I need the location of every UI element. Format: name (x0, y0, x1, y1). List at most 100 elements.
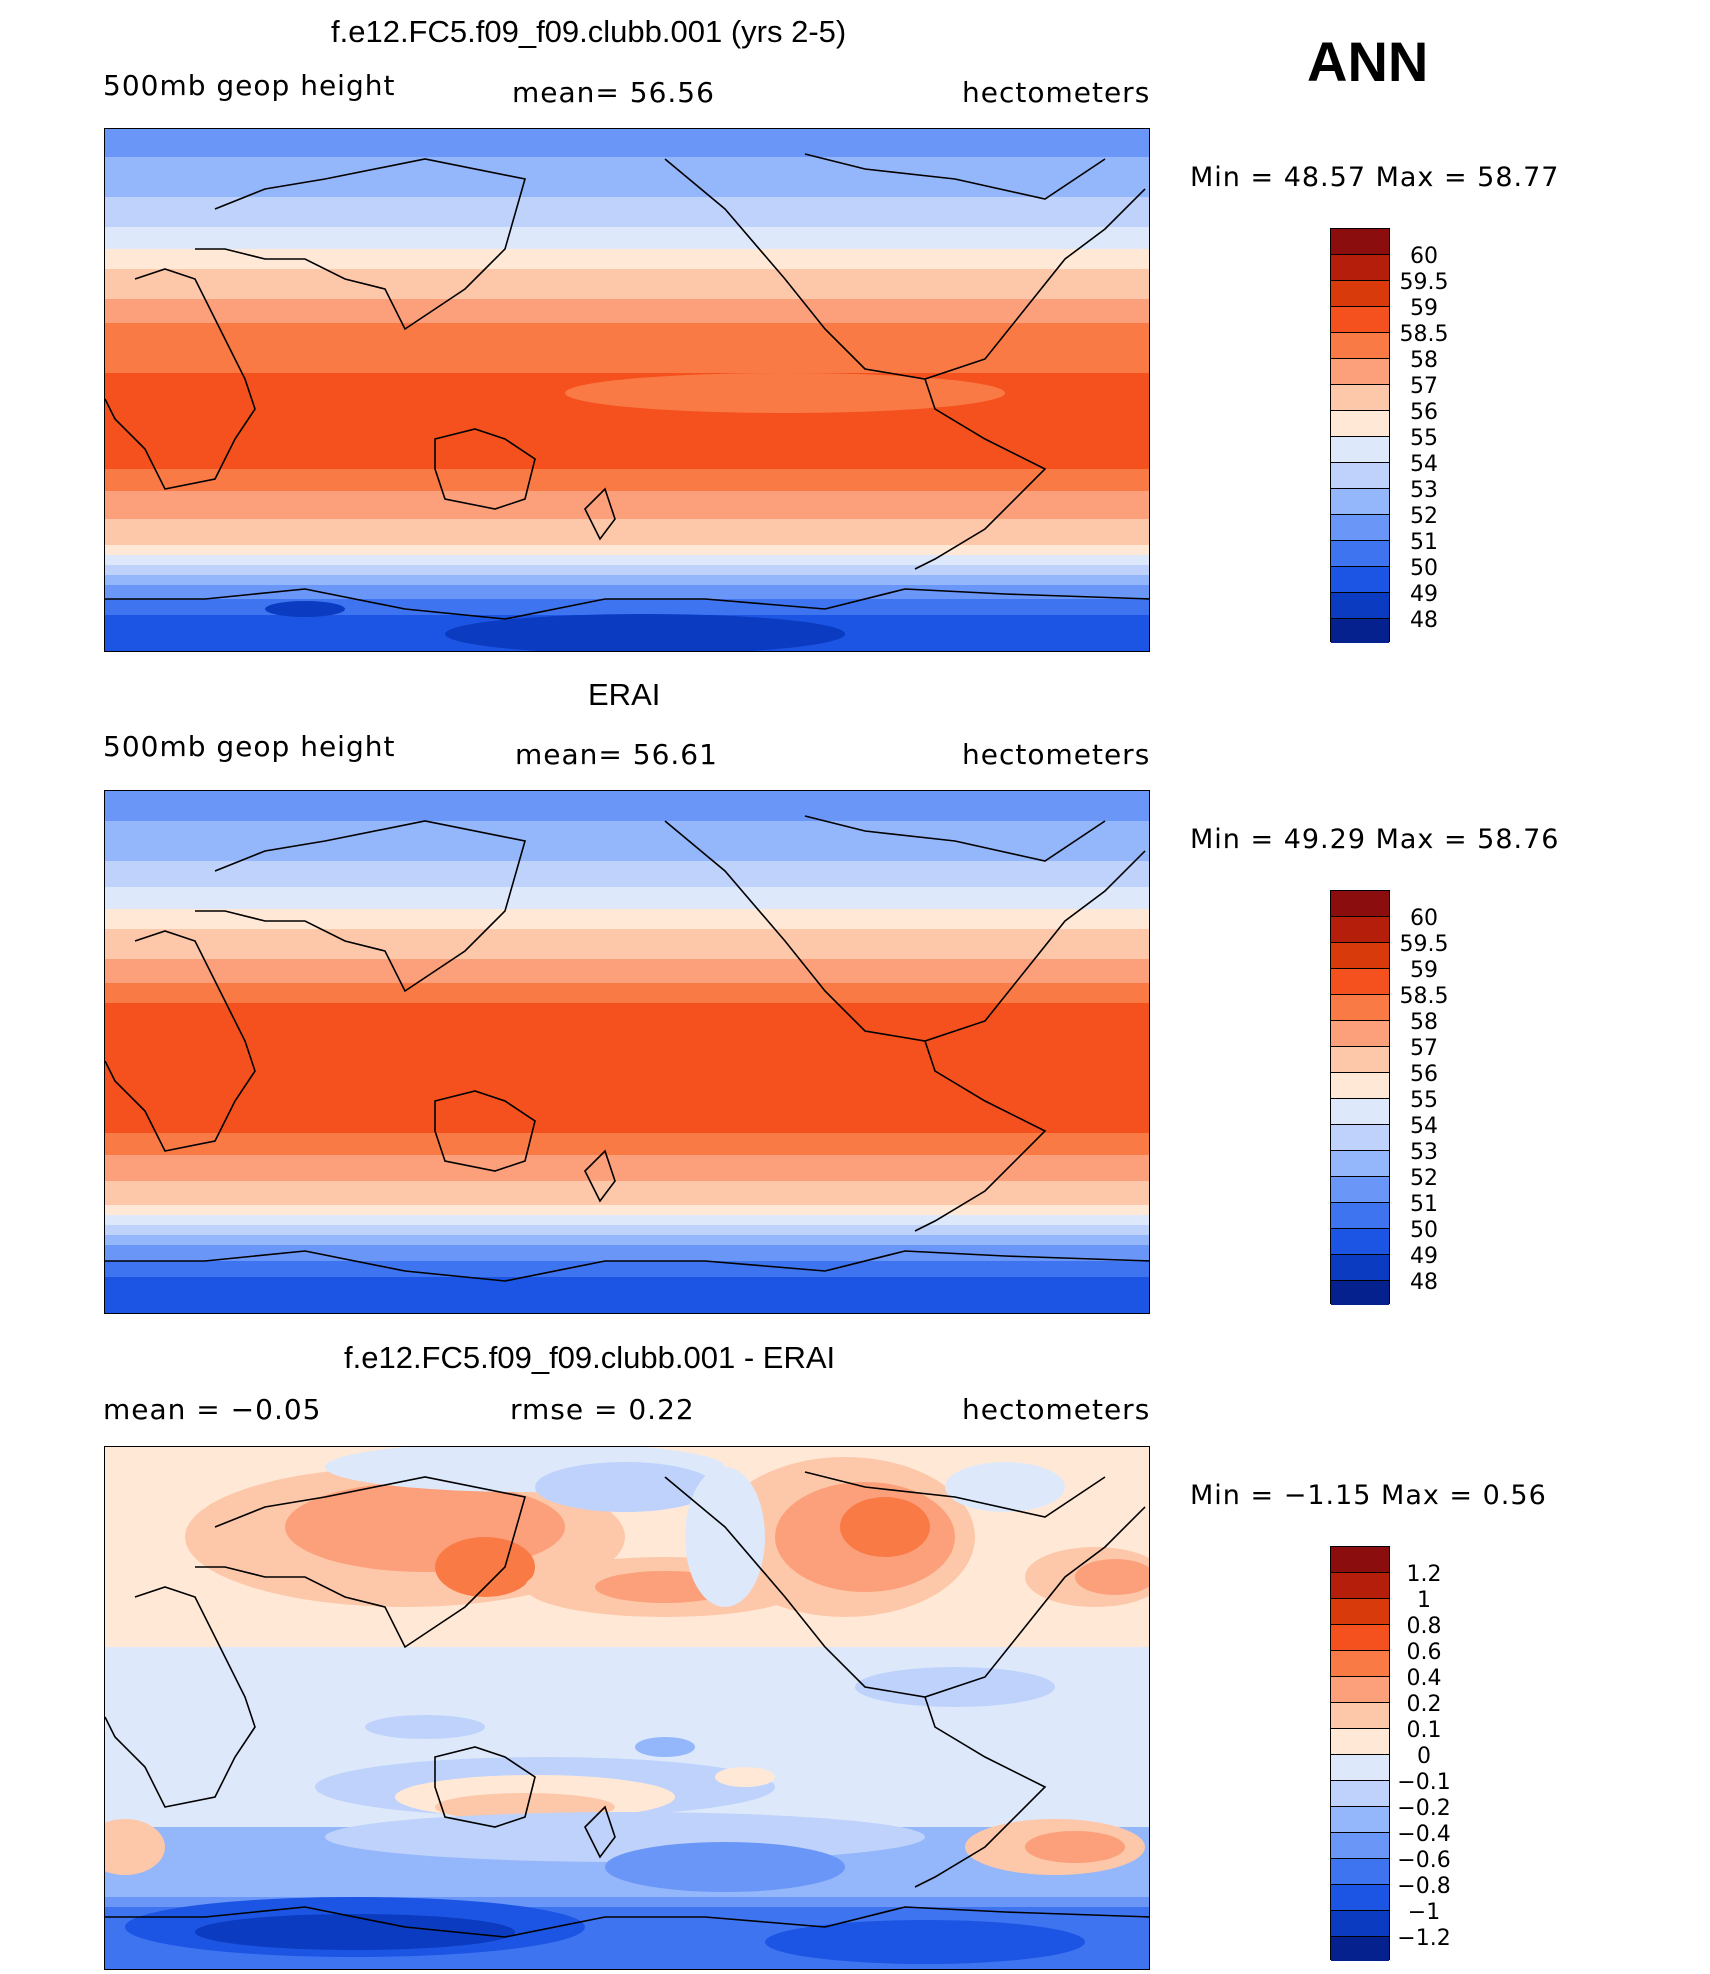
cb-swatch (1331, 1573, 1389, 1599)
cb-swatch (1331, 411, 1389, 437)
panel-2-variable-label: 500mb geop height (103, 730, 396, 763)
cb-tick-label: 55 (1410, 1088, 1438, 1113)
cb-swatch (1331, 1625, 1389, 1651)
panel-2-title: ERAI (588, 677, 661, 712)
cb-swatch (1331, 1729, 1389, 1755)
cb-tick-label: 54 (1410, 1114, 1438, 1139)
cb-tick-label: 53 (1410, 1140, 1438, 1165)
cb-tick-label: 55 (1410, 426, 1438, 451)
cb-tick-label: 50 (1410, 556, 1438, 581)
cb-swatch (1331, 1229, 1389, 1255)
cb-tick-label: 58.5 (1399, 322, 1449, 347)
cb-swatch (1331, 1807, 1389, 1833)
panel-3-minmax: Min = −1.15 Max = 0.56 (1190, 1480, 1547, 1511)
cb-tick-label: −0.4 (1397, 1822, 1451, 1847)
cb-swatch (1331, 1651, 1389, 1677)
cb-tick-label: −1.2 (1397, 1926, 1451, 1951)
cb-swatch (1331, 969, 1389, 995)
panel-1-minmax: Min = 48.57 Max = 58.77 (1190, 162, 1560, 193)
cb-tick-label: 59.5 (1399, 270, 1449, 295)
cb-swatch (1331, 1703, 1389, 1729)
cb-tick-label: 58.5 (1399, 984, 1449, 1009)
panel-1-map (104, 128, 1150, 652)
cb-tick-label: 52 (1410, 504, 1438, 529)
cb-tick-label: −0.6 (1397, 1848, 1451, 1873)
cb-tick-label: 59 (1410, 296, 1438, 321)
cb-swatch (1331, 1073, 1389, 1099)
panel-2-colorbar-box (1330, 890, 1390, 1305)
panel-2-units-label: hectometers (962, 738, 1151, 771)
cb-tick-label: 58 (1410, 348, 1438, 373)
panel-1-units-label: hectometers (962, 76, 1151, 109)
panel-1-variable-label: 500mb geop height (103, 69, 396, 102)
cb-swatch (1331, 463, 1389, 489)
cb-swatch (1331, 1937, 1389, 1961)
cb-swatch (1331, 229, 1389, 255)
cb-tick-label: −1 (1407, 1900, 1441, 1925)
cb-tick-label: 59.5 (1399, 932, 1449, 957)
cb-tick-label: 0.6 (1406, 1640, 1442, 1665)
cb-tick-label: 0.2 (1406, 1692, 1442, 1717)
cb-swatch (1331, 333, 1389, 359)
panel-2-map (104, 790, 1150, 1314)
cb-tick-label: 60 (1410, 906, 1438, 931)
season-label: ANN (1307, 30, 1429, 93)
cb-tick-label: 1 (1417, 1588, 1431, 1613)
cb-tick-label: 49 (1410, 582, 1438, 607)
panel-3-units-label: hectometers (962, 1393, 1151, 1426)
cb-tick-label: −0.1 (1397, 1770, 1451, 1795)
cb-tick-label: 56 (1410, 400, 1438, 425)
cb-swatch (1331, 489, 1389, 515)
cb-tick-label: 60 (1410, 244, 1438, 269)
cb-tick-label: 53 (1410, 478, 1438, 503)
panel-3-rmse-label: rmse = 0.22 (510, 1393, 695, 1426)
panel-1-colorbar-box (1330, 228, 1390, 643)
cb-swatch (1331, 1047, 1389, 1073)
cb-swatch (1331, 1755, 1389, 1781)
cb-tick-label: 0.4 (1406, 1666, 1442, 1691)
cb-swatch (1331, 255, 1389, 281)
cb-swatch (1331, 1599, 1389, 1625)
cb-tick-label: −0.2 (1397, 1796, 1451, 1821)
cb-tick-label: 0.8 (1406, 1614, 1442, 1639)
panel-3-colorbar-box (1330, 1546, 1390, 1961)
cb-tick-label: 51 (1410, 1192, 1438, 1217)
cb-swatch (1331, 1547, 1389, 1573)
panel-1-map-svg (105, 129, 1149, 651)
cb-tick-label: 0.1 (1406, 1718, 1442, 1743)
cb-swatch (1331, 1021, 1389, 1047)
cb-tick-label: 51 (1410, 530, 1438, 555)
cb-tick-label: 0 (1417, 1744, 1431, 1769)
cb-swatch (1331, 1255, 1389, 1281)
panel-2-minmax: Min = 49.29 Max = 58.76 (1190, 824, 1560, 855)
cb-swatch (1331, 1151, 1389, 1177)
cb-swatch (1331, 1281, 1389, 1305)
cb-tick-label: 52 (1410, 1166, 1438, 1191)
panel-2-mean-label: mean= 56.61 (515, 738, 718, 771)
panel-2-map-svg (105, 791, 1149, 1313)
cb-tick-label: 59 (1410, 958, 1438, 983)
panel-3-map-svg (105, 1447, 1149, 1969)
cb-swatch (1331, 1859, 1389, 1885)
cb-swatch (1331, 1833, 1389, 1859)
cb-swatch (1331, 515, 1389, 541)
cb-tick-label: 49 (1410, 1244, 1438, 1269)
cb-swatch (1331, 541, 1389, 567)
cb-swatch (1331, 307, 1389, 333)
cb-swatch (1331, 593, 1389, 619)
cb-swatch (1331, 567, 1389, 593)
cb-swatch (1331, 619, 1389, 643)
cb-tick-label: 58 (1410, 1010, 1438, 1035)
cb-swatch (1331, 1099, 1389, 1125)
cb-tick-label: 54 (1410, 452, 1438, 477)
cb-swatch (1331, 385, 1389, 411)
cb-swatch (1331, 359, 1389, 385)
panel-1-title: f.e12.FC5.f09_f09.clubb.001 (yrs 2-5) (331, 14, 847, 49)
cb-swatch (1331, 1677, 1389, 1703)
cb-swatch (1331, 437, 1389, 463)
panel-1-mean-label: mean= 56.56 (512, 76, 715, 109)
cb-swatch (1331, 995, 1389, 1021)
cb-swatch (1331, 943, 1389, 969)
cb-swatch (1331, 1203, 1389, 1229)
cb-tick-label: 50 (1410, 1218, 1438, 1243)
